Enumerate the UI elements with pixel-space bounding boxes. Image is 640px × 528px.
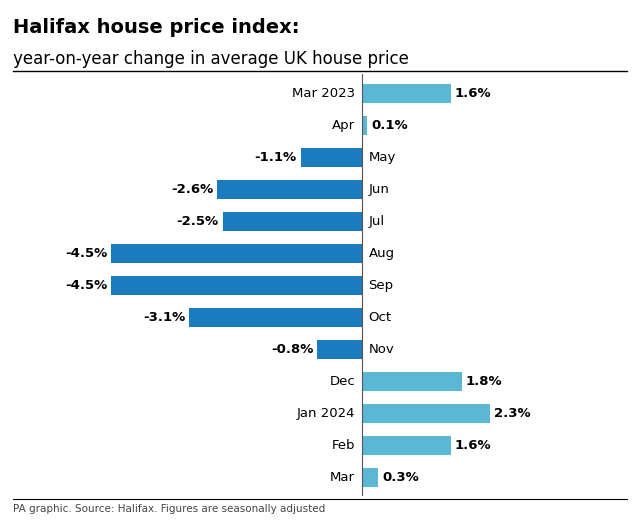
Text: Halifax house price index:: Halifax house price index: bbox=[13, 18, 300, 37]
Bar bbox=[317, 340, 362, 359]
Text: Aug: Aug bbox=[369, 247, 394, 260]
Text: 1.6%: 1.6% bbox=[454, 439, 492, 451]
Text: PA graphic. Source: Halifax. Figures are seasonally adjusted: PA graphic. Source: Halifax. Figures are… bbox=[13, 504, 325, 514]
Text: Mar: Mar bbox=[330, 470, 355, 484]
Text: Nov: Nov bbox=[369, 343, 394, 356]
Text: -0.8%: -0.8% bbox=[271, 343, 314, 356]
Text: 1.6%: 1.6% bbox=[454, 87, 492, 100]
Bar bbox=[217, 180, 362, 199]
Text: 2.3%: 2.3% bbox=[493, 407, 531, 420]
Bar bbox=[362, 403, 490, 423]
Bar bbox=[362, 436, 451, 455]
Bar bbox=[111, 276, 362, 295]
Text: 1.8%: 1.8% bbox=[466, 375, 502, 388]
Text: Jul: Jul bbox=[369, 214, 385, 228]
Text: -4.5%: -4.5% bbox=[65, 279, 108, 291]
Text: Sep: Sep bbox=[369, 279, 394, 291]
Bar bbox=[362, 467, 378, 487]
Bar bbox=[362, 83, 451, 103]
Text: -1.1%: -1.1% bbox=[255, 150, 296, 164]
Bar bbox=[189, 307, 362, 327]
Text: Dec: Dec bbox=[330, 375, 355, 388]
Text: Feb: Feb bbox=[332, 439, 355, 451]
Text: -2.5%: -2.5% bbox=[177, 214, 219, 228]
Bar bbox=[362, 116, 367, 135]
Text: May: May bbox=[369, 150, 396, 164]
Text: -2.6%: -2.6% bbox=[171, 183, 213, 195]
Text: -4.5%: -4.5% bbox=[65, 247, 108, 260]
Text: Jan 2024: Jan 2024 bbox=[296, 407, 355, 420]
Text: 0.1%: 0.1% bbox=[371, 119, 408, 131]
Bar bbox=[223, 212, 362, 231]
Text: 0.3%: 0.3% bbox=[382, 470, 419, 484]
Text: Oct: Oct bbox=[369, 310, 392, 324]
Text: year-on-year change in average UK house price: year-on-year change in average UK house … bbox=[13, 50, 409, 68]
Text: Jun: Jun bbox=[369, 183, 389, 195]
Text: Mar 2023: Mar 2023 bbox=[292, 87, 355, 100]
Bar bbox=[362, 372, 462, 391]
Text: Apr: Apr bbox=[332, 119, 355, 131]
Bar bbox=[301, 147, 362, 167]
Text: -3.1%: -3.1% bbox=[143, 310, 186, 324]
Bar bbox=[111, 243, 362, 263]
